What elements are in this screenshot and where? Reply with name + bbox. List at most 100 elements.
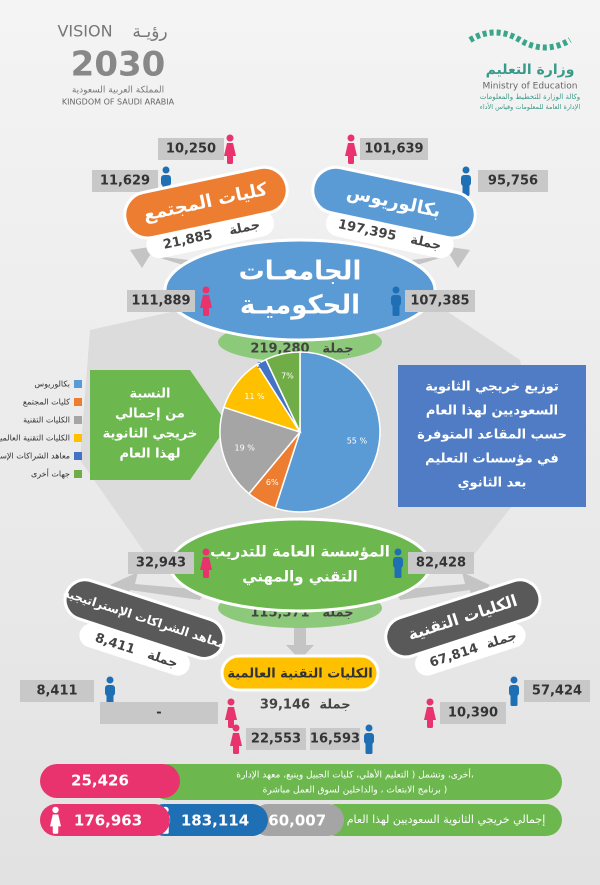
male-count: 8,411: [36, 684, 77, 699]
summary-box: [398, 365, 586, 507]
slice-label: 7%: [281, 371, 294, 380]
number-box: [440, 702, 506, 724]
female-count: 101,639: [364, 142, 423, 157]
legend: بكالوريوس كليات المجتمع الكليات التقنية الك…: [0, 380, 82, 479]
slice-label: 19 %: [235, 444, 256, 453]
ministry-name-en: Ministry of Education: [483, 82, 578, 92]
male-count: 57,424: [532, 684, 582, 699]
number-box: [92, 170, 158, 192]
total-pill: [415, 623, 526, 676]
slice-label: 11 %: [244, 392, 265, 401]
pie-chart: 55 % 6% 19 % 11 % 2% 7%: [219, 351, 381, 513]
female-count: 10,390: [448, 706, 498, 721]
vision-logo: VISION رؤيـة 2030 المملكة العربية السعود…: [57, 22, 174, 107]
total-word: جملة: [322, 342, 353, 357]
number-box: [478, 170, 548, 192]
total-value: 39,146: [260, 698, 310, 713]
grand-total: 360,007: [258, 812, 326, 830]
number-box: [20, 680, 94, 702]
total-word: جملة: [228, 218, 262, 239]
ministry-name-ar: وزارة التعليم: [486, 62, 575, 78]
male-pill: [148, 804, 268, 836]
number-box: [128, 552, 194, 574]
female-count: 10,250: [166, 142, 216, 157]
country-ar: المملكة العربية السعودية: [72, 86, 164, 96]
summary-line: حسب المقاعد المتوفرة: [417, 428, 567, 443]
male-total: 183,114: [181, 812, 249, 830]
others-bar: [150, 764, 562, 800]
legend-label: معاهد الشراكات الإستراتيجية: [0, 452, 70, 462]
number-box: [405, 290, 475, 312]
category-name-line: الجامعـات: [239, 257, 362, 287]
female-count: -: [156, 706, 161, 721]
number-box: [246, 728, 306, 750]
female-pill: [40, 804, 170, 836]
summary-line: السعوديين لهذا العام: [426, 404, 558, 419]
number-box: [360, 138, 428, 160]
total-pill: [146, 210, 275, 259]
number-box: [158, 138, 224, 160]
summary-line: توزيع خريجي الثانوية: [425, 380, 559, 395]
category-name-line: المؤسسة العامة للتدريب: [210, 543, 390, 561]
slice-label: 55 %: [347, 437, 368, 446]
vision-word: VISION: [57, 22, 112, 41]
others-line: أخرى، وتشمل ( التعليم الأهلي، كليات الجب…: [236, 769, 474, 781]
pie-slice: [264, 351, 301, 433]
pie-slice: [219, 406, 302, 495]
pie-slice: [274, 351, 381, 513]
male-count: 82,428: [416, 556, 466, 571]
number-box: [127, 290, 195, 312]
vision-year: 2030: [71, 45, 166, 85]
total-word: جملة: [409, 233, 443, 254]
legend-swatch: [74, 398, 82, 406]
others-line: برنامج الابتعاث ، والداخلين لسوق العمل م…: [263, 786, 448, 796]
legend-label: الكليات التقنية العالمية: [0, 434, 70, 443]
ministry-logo: وزارة التعليم Ministry of Education وكال…: [468, 29, 580, 111]
male-count: 107,385: [410, 294, 469, 309]
number-box: [408, 552, 474, 574]
vision-arabic: رؤيـة: [132, 22, 167, 42]
female-count: 111,889: [131, 294, 190, 309]
legend-label: بكالوريوس: [34, 380, 70, 389]
number-box: [100, 702, 218, 724]
category-name-line: الحكوميـة: [240, 291, 360, 321]
others-pill: [40, 764, 180, 798]
legend-swatch: [74, 434, 82, 442]
female-count: 22,553: [251, 732, 301, 747]
total-pill: [252, 804, 344, 836]
legend-label: جهات أخرى: [31, 469, 70, 479]
total-pill: [79, 623, 190, 676]
category-name-line: التقني والمهني: [242, 568, 358, 586]
legend-swatch: [74, 416, 82, 424]
category-pill: [123, 165, 289, 240]
legend-label: الكليات التقنية: [23, 416, 70, 425]
male-count: 95,756: [488, 174, 538, 189]
category-pill: [220, 654, 380, 692]
totals-label: إجمالي خريجي الثانوية السعوديين لهذا الع…: [347, 813, 546, 826]
total-word: جملة: [319, 698, 350, 713]
legend-swatch: [74, 452, 82, 460]
caption-line: من إجمالي: [115, 407, 185, 422]
category-pill: [311, 165, 477, 240]
number-box: [310, 728, 360, 750]
country-en: KINGDOM OF SAUDI ARABIA: [62, 98, 175, 107]
summary-line: في مؤسسات التعليم: [425, 452, 559, 467]
others-value: 25,426: [71, 772, 129, 790]
slice-label: 2%: [257, 361, 270, 370]
male-count: 11,629: [100, 174, 150, 189]
legend-swatch: [74, 380, 82, 388]
caption-line: النسبة: [129, 387, 170, 402]
caption-arrow: [90, 370, 228, 480]
legend-swatch: [74, 470, 82, 478]
totals-bar: [320, 804, 562, 836]
category-name: الكليات التقنية العالمية: [227, 667, 372, 682]
caption-line: لهذا العام: [119, 447, 180, 462]
female-total: 176,963: [74, 812, 142, 830]
male-count: 16,593: [310, 732, 360, 747]
caption-line: خريجي الثانوية: [103, 427, 198, 442]
summary-line: بعد الثانوي: [458, 476, 527, 491]
ministry-agency: وكالة الوزارة للتخطيط والمعلومات: [480, 93, 580, 101]
total-pill: [325, 210, 454, 259]
female-count: 32,943: [136, 556, 186, 571]
